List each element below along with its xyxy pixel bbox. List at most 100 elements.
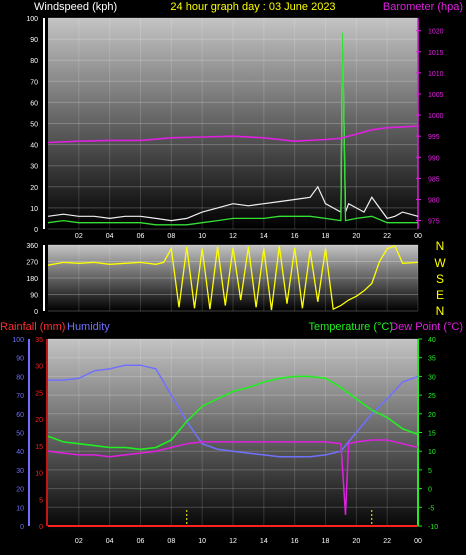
- wind-x-tick-label: 04: [106, 233, 114, 240]
- barometer-tick-label: 980: [428, 197, 440, 204]
- wind-x-tick-label: 22: [383, 233, 391, 240]
- humidity-tick-label: 70: [16, 393, 24, 400]
- lower-x-tick-label: 02: [75, 538, 83, 545]
- lower-x-tick-label: 12: [229, 538, 237, 545]
- barometer-axis-label: Barometer (hpa): [383, 1, 463, 13]
- direction-series: [47, 245, 419, 311]
- lower-x-tick-label: 08: [167, 538, 175, 545]
- temperature-tick-label: 0: [428, 487, 432, 494]
- humidity-tick-label: 90: [16, 356, 24, 363]
- wind-y-tick-label: 60: [30, 100, 38, 107]
- wind-y-tick-label: 20: [30, 185, 38, 192]
- wind-y-tick-label: 40: [30, 143, 38, 150]
- wind-grid: [48, 17, 419, 230]
- barometer-tick-label: 990: [428, 155, 440, 162]
- wind-x-tick-label: 08: [167, 233, 175, 240]
- humidity-tick-label: 40: [16, 449, 24, 456]
- wind-y-tick-label: 70: [30, 79, 38, 86]
- wind-average-line: [47, 32, 418, 226]
- temperature-tick-label: -5: [428, 505, 434, 512]
- lower-series: [47, 364, 419, 527]
- rain-tick-label: 0: [39, 524, 43, 531]
- humidity-tick-label: 20: [16, 487, 24, 494]
- barometer-tick-label: 1005: [428, 92, 444, 99]
- wind-x-tick-label: 14: [260, 233, 268, 240]
- wind-y-tick-label: 50: [30, 122, 38, 129]
- humidity-tick-label: 0: [20, 524, 24, 531]
- compass-label-e: E: [436, 288, 444, 302]
- wind-x-tick-label: 02: [75, 233, 83, 240]
- wind-axis-label: Windspeed (kph): [34, 1, 117, 13]
- compass-label-s: S: [436, 272, 444, 286]
- wind-y-tick-label: 100: [26, 16, 38, 23]
- wind-panel-bg: [48, 18, 418, 229]
- rain-tick-label: 15: [35, 444, 43, 451]
- humidity-tick-label: 50: [16, 431, 24, 438]
- compass-label-n-top: N: [436, 239, 445, 253]
- barometer-tick-label: 1010: [428, 71, 444, 78]
- compass-label-n-bottom: N: [436, 304, 445, 318]
- temperature-tick-label: 35: [428, 356, 436, 363]
- direction-line: [47, 245, 419, 311]
- direction-y-tick-label: 0: [34, 309, 38, 316]
- wind-x-tick-label: 20: [352, 233, 360, 240]
- temperature-tick-label: -10: [428, 524, 438, 531]
- barometer-tick-label: 1000: [428, 113, 444, 120]
- barometer-tick-label: 1020: [428, 29, 444, 36]
- barometer-tick-label: 1015: [428, 50, 444, 57]
- temperature-tick-label: 40: [428, 337, 436, 344]
- wind-x-tick-label: 12: [229, 233, 237, 240]
- lower-panel-bg: [48, 339, 418, 534]
- wind-gust-line: [47, 32, 419, 222]
- direction-grid: [48, 244, 419, 312]
- wind-x-tick-label: 00: [414, 233, 422, 240]
- lower-x-tick-label: 06: [137, 538, 145, 545]
- lower-x-tick-label: 14: [260, 538, 268, 545]
- temperature-tick-label: 5: [428, 468, 432, 475]
- humidity-tick-label: 30: [16, 468, 24, 475]
- dewpoint-line: [47, 439, 419, 515]
- wind-x-tick-label: 18: [322, 233, 330, 240]
- dewpoint-axis-label: Dew Point (°C): [390, 321, 463, 333]
- rain-tick-label: 5: [39, 497, 43, 504]
- temperature-line: [47, 375, 419, 451]
- lower-x-tick-label: 18: [322, 538, 330, 545]
- direction-panel-bg: [48, 245, 418, 311]
- temperature-tick-label: 20: [428, 412, 436, 419]
- humidity-tick-label: 60: [16, 412, 24, 419]
- wind-y-tick-label: 10: [30, 206, 38, 213]
- humidity-line: [48, 364, 419, 458]
- temperature-axis-label: Temperature (°C): [309, 321, 393, 333]
- direction-axes: 0 90 180 270 360: [26, 243, 45, 316]
- humidity-tick-label: 10: [16, 505, 24, 512]
- rain-axis-label: Rainfall (mm): [0, 321, 65, 333]
- wind-series: [47, 32, 419, 226]
- direction-y-tick-label: 180: [26, 276, 38, 283]
- barometer-tick-label: 995: [428, 134, 440, 141]
- wind-y-tick-label: 0: [34, 227, 38, 234]
- lower-x-tick-label: 00: [414, 538, 422, 545]
- rain-tick-label: 20: [35, 417, 43, 424]
- wind-y-tick-label: 30: [30, 164, 38, 171]
- temperature-tick-label: 30: [428, 374, 436, 381]
- lower-x-tick-label: 16: [291, 538, 299, 545]
- barometer-line: [47, 125, 419, 144]
- barometer-tick-label: 975: [428, 219, 440, 226]
- wind-axes: 0102030405060708090100975980985990995100…: [26, 16, 443, 240]
- temperature-tick-label: 25: [428, 393, 436, 400]
- direction-y-tick-label: 360: [26, 243, 38, 250]
- lower-x-tick-label: 22: [383, 538, 391, 545]
- wind-y-tick-label: 90: [30, 37, 38, 44]
- humidity-axis-label: Humidity: [67, 321, 110, 333]
- direction-y-tick-label: 270: [26, 260, 38, 267]
- rain-tick-label: 10: [35, 471, 43, 478]
- graph-title: 24 hour graph day : 03 June 2023: [170, 1, 335, 13]
- rain-tick-label: 25: [35, 390, 43, 397]
- temperature-tick-label: 15: [428, 431, 436, 438]
- compass-label-w: W: [434, 256, 446, 270]
- lower-x-tick-label: 04: [106, 538, 114, 545]
- wind-x-tick-label: 10: [198, 233, 206, 240]
- lower-x-tick-label: 10: [198, 538, 206, 545]
- wind-y-tick-label: 80: [30, 58, 38, 65]
